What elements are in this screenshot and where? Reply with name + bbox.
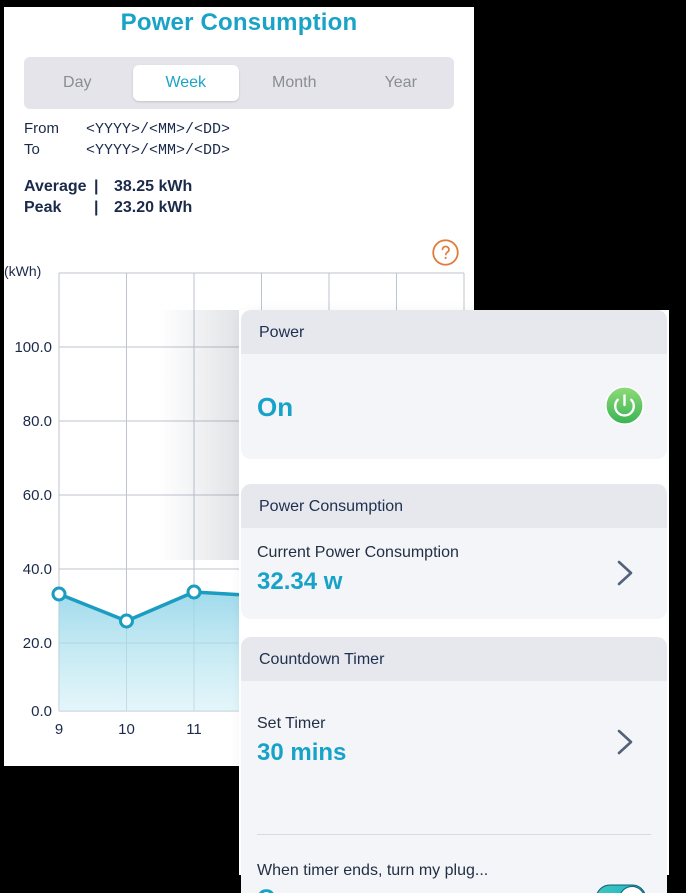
svg-text:(kWh): (kWh) (4, 264, 41, 279)
svg-text:100.0: 100.0 (14, 339, 52, 356)
svg-text:9: 9 (55, 721, 63, 738)
svg-text:11: 11 (186, 721, 202, 738)
svg-text:40.0: 40.0 (23, 561, 52, 578)
svg-text:10: 10 (118, 721, 135, 738)
svg-text:60.0: 60.0 (23, 487, 52, 504)
svg-text:0.0: 0.0 (31, 703, 52, 720)
svg-text:20.0: 20.0 (23, 635, 52, 652)
svg-text:80.0: 80.0 (23, 413, 52, 430)
